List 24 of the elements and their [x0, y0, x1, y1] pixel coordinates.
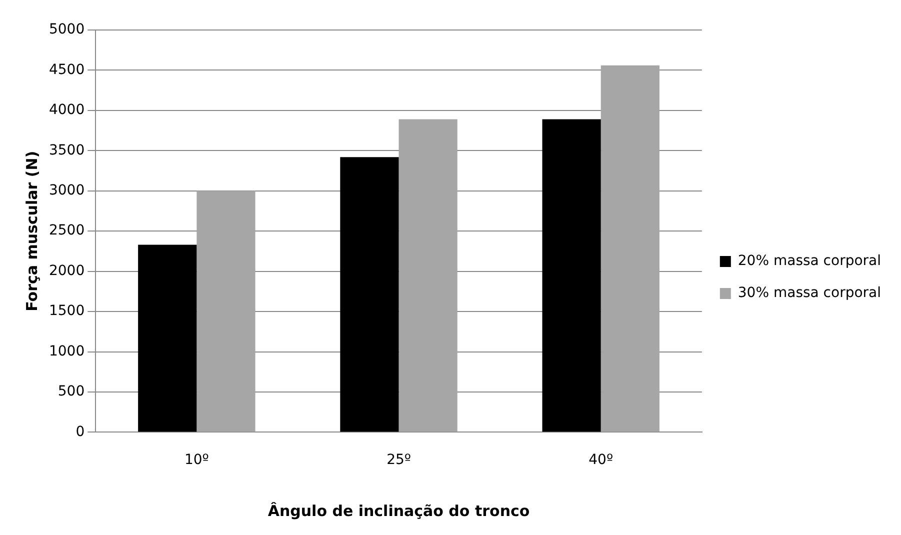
x-tick-label: 25º	[386, 452, 411, 468]
bar	[196, 190, 256, 432]
bar	[138, 244, 197, 432]
x-tick-label: 10º	[184, 452, 209, 468]
y-tick-label: 500	[58, 384, 85, 400]
y-tick-label: 2000	[48, 262, 85, 279]
legend-label: 20% massa corporal	[738, 253, 882, 270]
legend-label: 30% massa corporal	[738, 285, 882, 302]
bar	[398, 119, 458, 432]
bar	[600, 65, 660, 432]
y-tick-label: 2500	[48, 222, 85, 239]
y-tick-label: 5000	[48, 22, 85, 38]
y-tick-label: 1000	[48, 343, 85, 360]
y-tick-label: 0	[76, 424, 85, 440]
y-tick-label: 4000	[48, 102, 85, 118]
y-axis-title: Força muscular (N)	[22, 150, 41, 312]
x-axis-title: Ângulo de inclinação do tronco	[268, 502, 530, 520]
y-tick-label: 4500	[48, 62, 85, 78]
x-tick-label: 40º	[588, 452, 614, 468]
y-tick-label: 3500	[48, 142, 85, 158]
bar	[340, 157, 399, 432]
y-tick-label: 1500	[48, 303, 85, 320]
y-tick-label: 3000	[48, 182, 85, 199]
bar	[542, 119, 601, 432]
